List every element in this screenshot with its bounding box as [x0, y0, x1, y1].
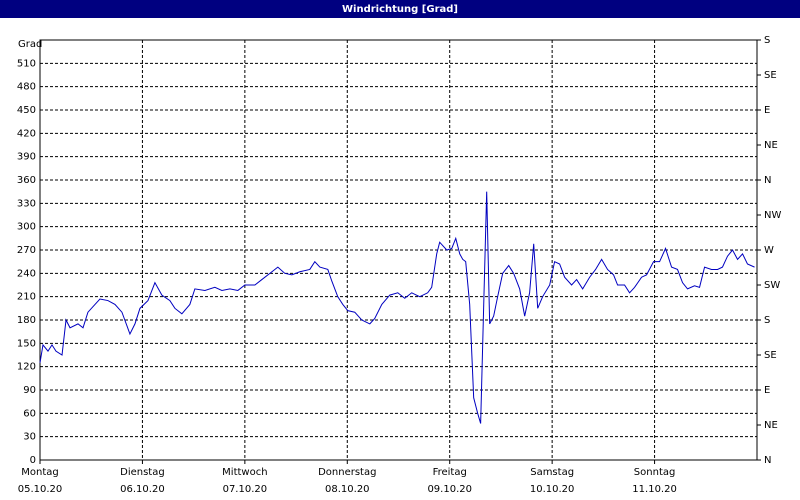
plot-frame [39, 39, 758, 461]
y2-tick-label: E [764, 385, 770, 396]
y-tick-label: 180 [17, 315, 36, 326]
y-tick-label: 150 [17, 338, 36, 349]
x-tick-label: Freitag 09.10.20 [427, 467, 472, 495]
y2-tick-label: NW [764, 210, 781, 221]
y-tick-label: 270 [17, 245, 36, 256]
y-tick-label: 0 [30, 455, 36, 466]
y2-tick-label: NE [764, 140, 778, 151]
y-tick-label: 90 [23, 385, 36, 396]
y-tick-label: 210 [17, 292, 36, 303]
chart-title: Windrichtung [Grad] [342, 4, 458, 15]
x-tick-label: Dienstag 06.10.20 [120, 467, 165, 495]
y-tick-label: 360 [17, 175, 36, 186]
data-line [39, 191, 755, 424]
y2-tick-label: E [764, 105, 770, 116]
y-tick-label: 30 [23, 432, 36, 443]
y-tick-label: 480 [17, 82, 36, 93]
y2-tick-label: SE [764, 70, 777, 81]
y-tick-label: 510 [17, 58, 36, 69]
y-tick-label: 330 [17, 198, 36, 209]
y2-tick-label: S [764, 35, 770, 46]
x-tick-label: Sonntag 11.10.20 [632, 467, 677, 495]
title-bar [0, 0, 800, 18]
y2-tick-label: NE [764, 420, 778, 431]
x-tick-label: Mittwoch 07.10.20 [222, 467, 267, 495]
y2-tick-label: N [764, 175, 771, 186]
x-tick-label: Donnerstag 08.10.20 [318, 467, 376, 495]
y-tick-label: 240 [17, 268, 36, 279]
y2-tick-label: W [764, 245, 774, 256]
y2-tick-label: S [764, 315, 770, 326]
y-tick-label: 420 [17, 128, 36, 139]
y2-tick-label: SE [764, 350, 777, 361]
y2-tick-label: SW [764, 280, 780, 291]
y-axis-label: Grad [18, 39, 42, 50]
y-tick-label: 120 [17, 362, 36, 373]
y-tick-label: 390 [17, 152, 36, 163]
y-tick-label: 60 [23, 408, 36, 419]
y-tick-label: 300 [17, 222, 36, 233]
y-tick-label: 450 [17, 105, 36, 116]
y2-tick-label: N [764, 455, 771, 466]
x-tick-label: Samstag 10.10.20 [530, 467, 575, 495]
x-tick-label: Montag 05.10.20 [18, 467, 63, 495]
